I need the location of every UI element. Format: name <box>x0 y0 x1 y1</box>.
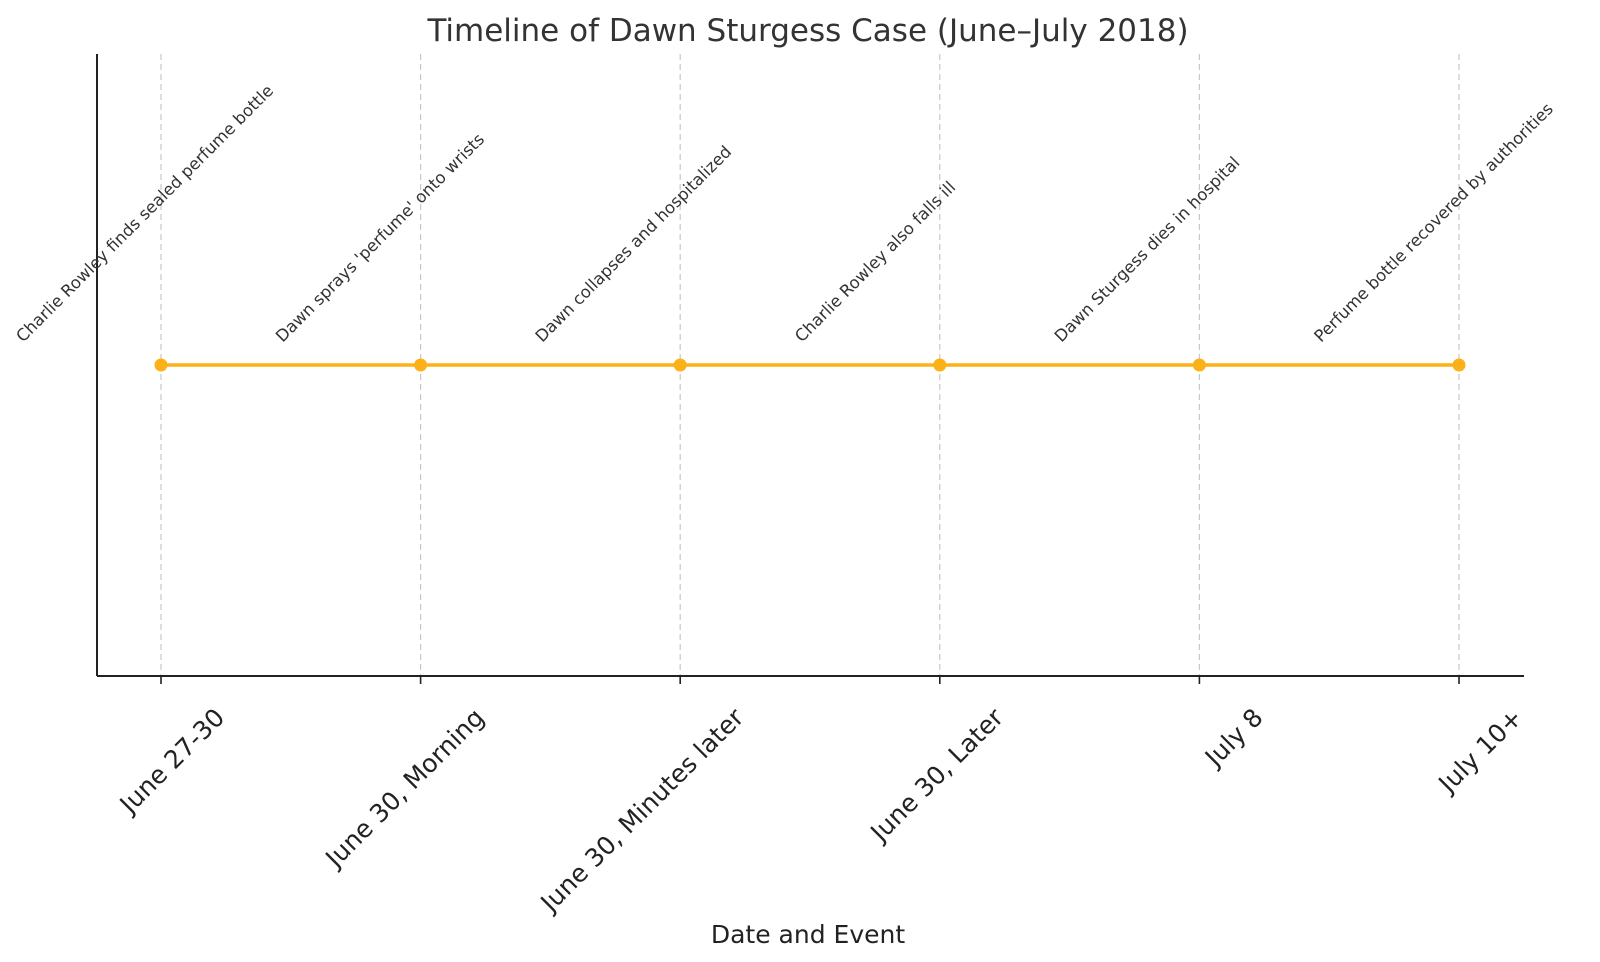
data-point <box>154 358 168 372</box>
annotation-layer: Charlie Rowley finds sealed perfume bott… <box>12 81 1557 346</box>
data-point <box>414 358 428 372</box>
series-layer <box>154 358 1466 372</box>
data-point <box>1192 358 1206 372</box>
data-point <box>933 358 947 372</box>
data-point <box>673 358 687 372</box>
x-axis-label: Date and Event <box>711 920 905 949</box>
x-tick-label: June 30, Minutes later <box>534 702 750 918</box>
x-tick-label: July 8 <box>1198 703 1269 774</box>
event-annotation: Charlie Rowley finds sealed perfume bott… <box>12 81 277 346</box>
event-annotation: Perfume bottle recovered by authorities <box>1310 99 1557 346</box>
x-tick-label: July 10+ <box>1432 703 1529 800</box>
x-tick-label: June 30, Morning <box>319 703 490 874</box>
data-point <box>1452 358 1466 372</box>
event-annotation: Charlie Rowley also falls ill <box>791 178 959 346</box>
axes <box>96 54 1524 684</box>
x-tick-label: June 30, Later <box>864 702 1010 848</box>
x-tick-label: June 27-30 <box>113 703 230 820</box>
event-annotation: Dawn collapses and hospitalized <box>532 142 736 346</box>
event-annotation: Dawn sprays 'perfume' onto wrists <box>272 130 488 346</box>
x-tick-labels: June 27-30 June 30, Morning June 30, Minut… <box>113 702 1528 918</box>
event-annotation: Dawn Sturgess dies in hospital <box>1051 153 1244 346</box>
chart-title: Timeline of Dawn Sturgess Case (June–Jul… <box>426 13 1188 49</box>
